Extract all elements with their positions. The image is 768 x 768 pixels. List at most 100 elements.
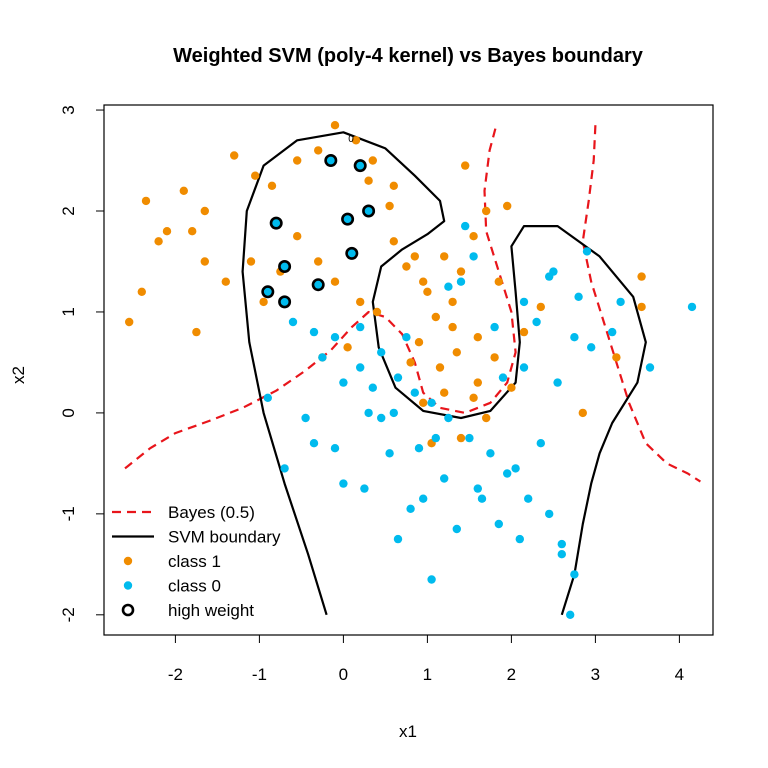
class0-point: [318, 353, 327, 362]
y-tick-label: 3: [59, 105, 78, 114]
class1-point: [536, 302, 545, 312]
high-weight-point: [362, 204, 376, 218]
x-tick-label: 1: [423, 665, 432, 684]
class1-point: [364, 176, 373, 185]
class1-point: [246, 257, 256, 266]
x-tick-label: 3: [591, 665, 600, 684]
class0-point: [469, 252, 478, 261]
class0-point: [414, 444, 424, 453]
class0-point: [515, 534, 524, 544]
class1-point: [389, 181, 398, 190]
class0-point: [427, 398, 436, 407]
class1-point: [251, 171, 260, 180]
class0-point: [288, 317, 298, 327]
class0-point: [477, 494, 487, 503]
class0-point: [364, 408, 373, 418]
y-tick-label: -2: [59, 607, 78, 622]
high-weight-point: [278, 295, 292, 309]
high-weight-point: [353, 159, 367, 173]
y-tick-label: -1: [59, 506, 78, 521]
class0-point: [393, 534, 403, 544]
legend: Bayes (0.5) SVM boundary class 1 class 0 hig…: [112, 503, 281, 620]
class0-point: [587, 343, 596, 352]
class1-point: [221, 277, 230, 286]
y-axis: -2 -1 0 1 2 3: [59, 105, 104, 622]
class1-point: [637, 272, 646, 281]
svm-boundary-line: [241, 131, 647, 616]
y-tick-label: 1: [59, 307, 78, 316]
class1-point: [469, 393, 478, 402]
high-weight-point: [324, 154, 338, 168]
class1-point: [473, 378, 482, 387]
class0-point: [339, 378, 348, 387]
legend-label: class 1: [168, 552, 221, 571]
legend-swatch-point: [123, 556, 133, 566]
legend-label: Bayes (0.5): [168, 503, 255, 522]
class1-point: [456, 433, 466, 443]
class0-point: [473, 484, 482, 493]
class1-point: [154, 237, 163, 246]
class0-point: [465, 433, 474, 443]
class1-point: [293, 156, 302, 165]
class0-point: [330, 444, 340, 453]
class1-point: [410, 252, 419, 261]
class1-point: [259, 297, 268, 307]
class0-point: [263, 393, 272, 402]
class0-point: [545, 509, 554, 519]
class1-point: [507, 383, 516, 392]
class0-point: [356, 363, 365, 372]
svm-boundary-layer: [241, 131, 647, 616]
class1-point: [406, 358, 415, 367]
class0-point: [452, 524, 461, 534]
class1-point: [314, 146, 323, 155]
class0-point: [498, 373, 508, 382]
class1-point: [356, 297, 365, 307]
y-axis-label: x2: [9, 366, 28, 384]
class0-point: [511, 464, 520, 473]
class0-point: [368, 383, 377, 392]
class0-point: [440, 474, 449, 483]
class0-point: [524, 494, 533, 503]
class1-point: [192, 327, 201, 337]
class0-point: [427, 575, 436, 584]
class0-point: [309, 327, 319, 337]
class0-point: [330, 333, 340, 342]
class0-point: [519, 363, 529, 372]
class1-point: [368, 156, 377, 165]
class1-point: [469, 232, 478, 241]
class1-point: [162, 227, 172, 236]
class1-point: [419, 398, 428, 407]
y-tick-label: 2: [59, 206, 78, 215]
class1-point: [125, 317, 134, 327]
class0-point: [377, 348, 386, 357]
class1-point: [494, 277, 503, 286]
class0-point: [557, 550, 566, 559]
legend-swatch-point: [123, 581, 133, 590]
class1-point: [293, 232, 302, 241]
class0-point: [402, 333, 411, 342]
class0-point: [608, 327, 617, 337]
high-weight-point: [311, 278, 325, 292]
x-axis: -2 -1 0 1 2 3 4: [168, 634, 684, 684]
x-tick-label: -1: [252, 665, 267, 684]
class1-point: [440, 252, 449, 261]
class0-points: [263, 221, 697, 619]
class1-point: [461, 161, 470, 170]
class1-point: [389, 237, 398, 246]
class0-point: [301, 413, 310, 423]
class0-point: [532, 317, 541, 327]
high-weight-point: [269, 216, 283, 230]
class0-point: [456, 277, 466, 286]
high-weight-point: [261, 285, 275, 299]
high-weight-markers: [261, 154, 376, 309]
class1-point: [179, 186, 188, 195]
class1-point: [372, 307, 382, 317]
class0-point: [557, 539, 566, 549]
class1-point: [440, 388, 449, 397]
class0-point: [419, 494, 428, 503]
class1-point: [385, 201, 394, 211]
class1-point: [351, 136, 361, 145]
class1-point: [637, 302, 646, 312]
class1-point: [519, 327, 529, 337]
